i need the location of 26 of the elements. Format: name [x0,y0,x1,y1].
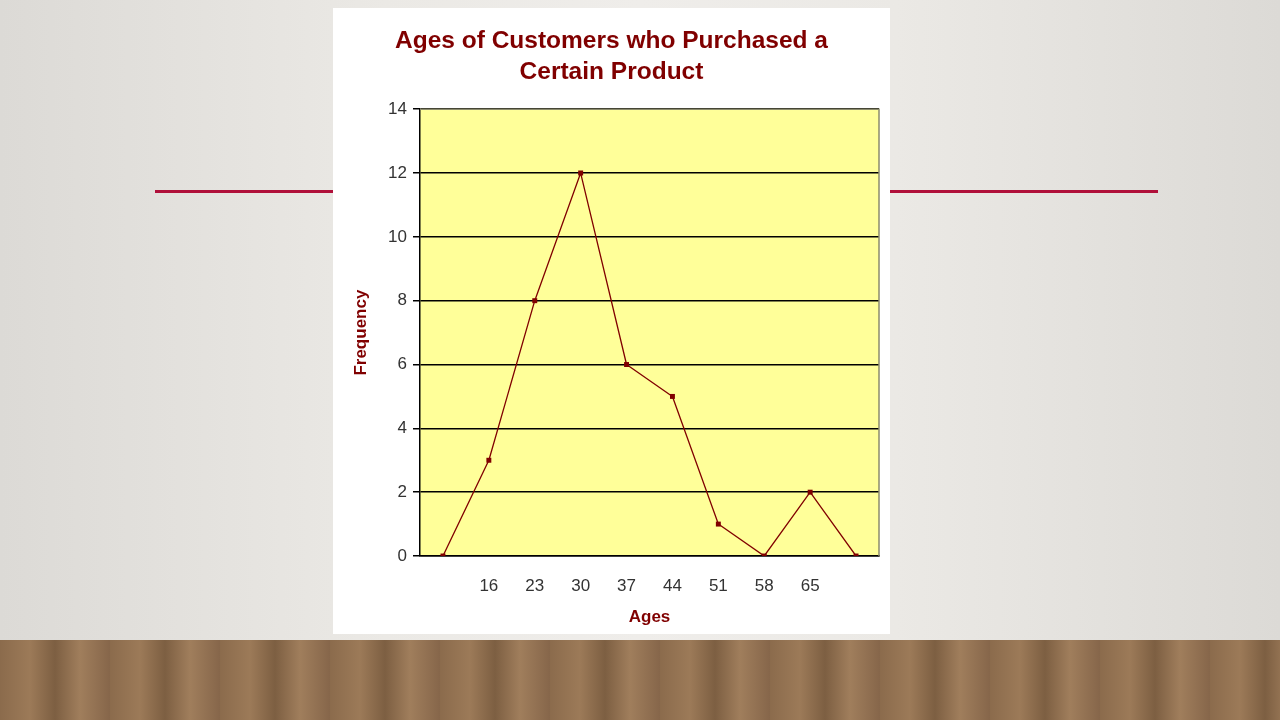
point [715,521,721,527]
point [486,457,492,463]
y-tick-label: 6 [397,354,407,374]
point [807,489,813,495]
point [624,362,630,367]
y-tick-label: 2 [397,481,407,501]
y-tick-label: 12 [388,162,407,182]
point [578,170,584,176]
x-tick-label: 23 [525,575,545,595]
y-tick-label: 4 [397,418,407,438]
y-tick-label: 14 [388,98,407,118]
x-tick-label: 37 [617,575,637,595]
point [532,298,538,304]
x-tick-label: 51 [708,575,728,595]
x-tick-label: 30 [571,575,591,595]
chart-title: Ages of Customers who Purchased a Certain Product [394,25,829,86]
x-tick-label: 16 [479,575,499,595]
x-tick-label: 65 [800,575,820,595]
y-tick-label: 0 [397,545,407,565]
point [669,393,675,399]
x-tick-label: 58 [754,575,774,595]
x-axis-title: Ages [628,607,671,627]
x-tick-label: 44 [662,575,682,595]
y-tick-label: 10 [388,226,407,246]
y-axis-title: Frequency [350,289,370,376]
y-tick-label: 8 [397,290,407,310]
